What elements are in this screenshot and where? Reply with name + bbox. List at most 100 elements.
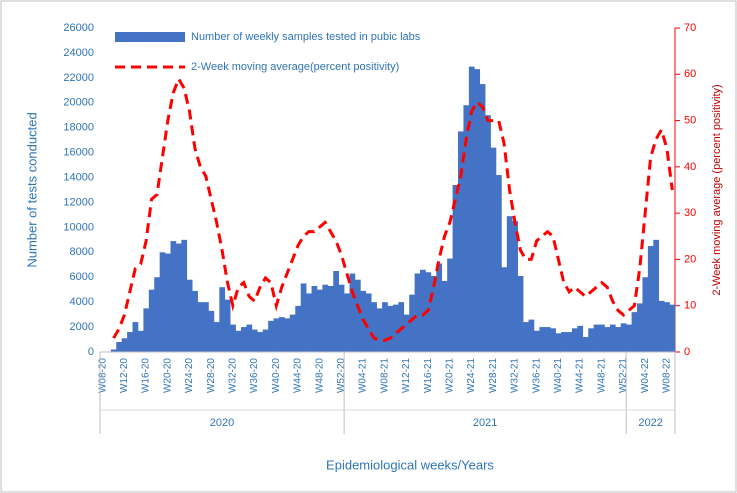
y2-tick-label: 50 (684, 114, 696, 126)
bar (344, 293, 350, 352)
x-tick-label: W24-20 (184, 358, 195, 393)
bar (474, 69, 481, 352)
bar (208, 310, 215, 352)
bar (533, 330, 540, 352)
y2-tick-label: 70 (684, 22, 696, 34)
bar (593, 324, 600, 352)
bar (452, 185, 459, 352)
bar (506, 216, 513, 352)
x-tick-label: W36-21 (531, 358, 542, 393)
bar (409, 294, 415, 352)
bar (230, 324, 236, 352)
bar (669, 304, 676, 352)
bar (143, 308, 150, 352)
x-tick-label: W20-20 (162, 358, 173, 393)
bar (458, 131, 464, 352)
bar (436, 263, 443, 352)
bar (501, 267, 508, 352)
y-tick-label: 24000 (63, 47, 94, 59)
bar (354, 279, 361, 352)
bar (604, 327, 611, 352)
bar (387, 305, 394, 352)
bar (544, 327, 551, 352)
y-tick-label: 22000 (63, 72, 94, 84)
bar (571, 328, 578, 352)
bar (566, 332, 573, 352)
bar (561, 332, 567, 352)
bar (246, 324, 253, 352)
legend-label: Number of weekly samples tested in pubic… (191, 31, 421, 43)
y-tick-label: 2000 (70, 321, 94, 333)
x-group-label: 2020 (210, 417, 234, 429)
bar (599, 324, 605, 352)
bar (333, 271, 339, 352)
bar (430, 275, 437, 352)
bar (555, 333, 562, 352)
bar (219, 287, 226, 352)
y-tick-label: 20000 (63, 97, 94, 109)
y-tick-label: 4000 (70, 296, 94, 308)
y2-tick-label: 40 (684, 161, 696, 173)
bar (403, 314, 410, 352)
bar (181, 239, 188, 352)
bar (615, 327, 622, 352)
bar (327, 285, 334, 352)
bar (485, 115, 491, 352)
x-tick-label: W20-21 (445, 358, 456, 393)
y-tick-label: 6000 (70, 271, 94, 283)
x-tick-label: W44-20 (293, 358, 304, 393)
y-tick-label: 14000 (63, 171, 94, 183)
x-tick-label: W48-21 (596, 358, 607, 393)
bar (512, 221, 518, 352)
x-tick-label: W40-21 (553, 358, 564, 393)
bar (479, 84, 486, 353)
x-tick-label: W40-20 (271, 358, 282, 393)
bar (262, 329, 269, 352)
bar (306, 293, 312, 352)
bar (631, 312, 638, 352)
bar (197, 302, 204, 352)
bar (165, 253, 171, 352)
x-tick-label: W28-20 (206, 358, 217, 393)
x-tick-label: W24-21 (466, 358, 477, 393)
x-group-label: 2022 (638, 417, 662, 429)
x-group-label: 2021 (473, 417, 497, 429)
y-tick-label: 12000 (63, 196, 94, 208)
x-tick-label: W12-21 (401, 358, 412, 393)
bar (213, 322, 220, 352)
bar (620, 323, 627, 352)
bar (295, 305, 302, 352)
bar (420, 269, 426, 352)
bar (371, 302, 377, 352)
bar (637, 303, 643, 352)
bar (441, 280, 448, 352)
bar (382, 302, 388, 352)
x-axis-title: Epidemiological weeks/Years (326, 457, 494, 472)
y-tick-label: 10000 (63, 221, 94, 233)
bar (186, 279, 193, 352)
bar (175, 243, 182, 352)
bar (626, 324, 632, 352)
bar (490, 147, 497, 352)
bar (392, 304, 399, 352)
y2-tick-label: 60 (684, 68, 696, 80)
x-tick-label: W08-21 (379, 358, 390, 393)
bar (224, 299, 231, 352)
bar (647, 246, 654, 352)
bar (116, 342, 122, 352)
line-series (112, 75, 674, 342)
bar (338, 284, 345, 352)
bar (550, 328, 556, 352)
bar (495, 175, 502, 352)
bar (257, 332, 264, 352)
bar (588, 328, 594, 352)
x-tick-label: W04-21 (358, 358, 369, 393)
bar (148, 289, 155, 352)
x-tick-label: W32-20 (228, 358, 239, 393)
bar (414, 273, 421, 352)
legend-label: 2-Week moving average(percent positivity… (191, 61, 399, 73)
legend-swatch (115, 32, 185, 42)
x-tick-label: W44-21 (575, 358, 586, 393)
bar (154, 277, 160, 352)
bar (159, 252, 166, 352)
